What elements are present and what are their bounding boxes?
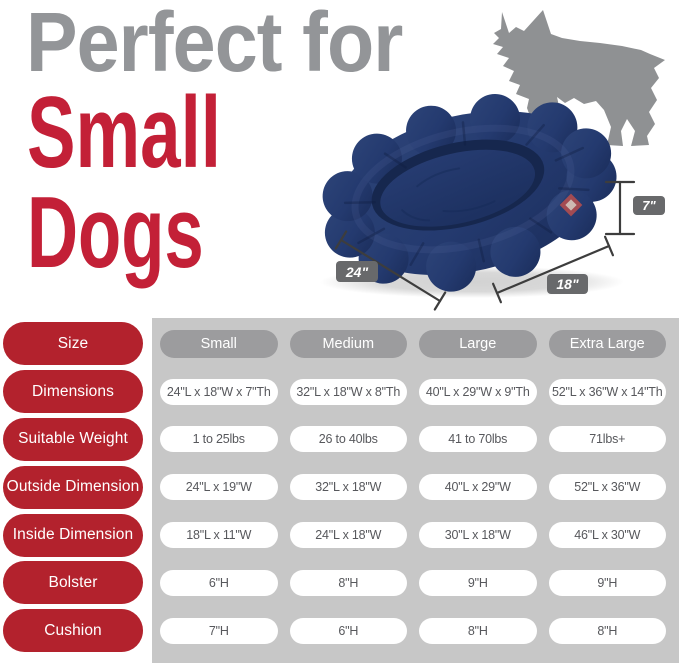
dimension-label-18in: 18" <box>547 274 588 294</box>
row-label-size: Size <box>3 322 143 366</box>
cell-outside-small: 24"L x 19"W <box>160 474 278 501</box>
cell-weight-medium: 26 to 40lbs <box>289 426 407 453</box>
row-label-bolster: Bolster <box>3 561 143 605</box>
size-table-row-labels: Size Dimensions Suitable Weight Outside … <box>3 320 143 655</box>
column-header-large: Large <box>419 329 537 358</box>
cell-weight-large: 41 to 70lbs <box>419 426 537 453</box>
row-label-inside-dimension: Inside Dimension <box>3 513 143 557</box>
dimension-label-24in: 24" <box>336 261 378 282</box>
title-small: Small <box>27 77 222 189</box>
cell-outside-medium: 32"L x 18"W <box>289 474 407 501</box>
title-perfect-for: Perfect for <box>26 0 403 89</box>
cell-bolster-extra-large: 9"H <box>548 569 666 596</box>
cell-cushion-extra-large: 8"H <box>548 617 666 644</box>
dog-bed-illustration <box>322 94 617 292</box>
cell-dimensions-small: 24"L x 18"W x 7"Th <box>160 378 278 405</box>
cell-inside-large: 30"L x 18"W <box>419 522 537 549</box>
cell-bolster-medium: 8"H <box>289 569 407 596</box>
cell-dimensions-large: 40"L x 29"W x 9"Th <box>419 378 537 405</box>
row-label-dimensions: Dimensions <box>3 370 143 414</box>
cell-inside-medium: 24"L x 18"W <box>289 522 407 549</box>
title-dogs: Dogs <box>27 177 204 289</box>
cell-weight-small: 1 to 25lbs <box>160 426 278 453</box>
column-header-medium: Medium <box>289 329 407 358</box>
cell-cushion-large: 8"H <box>419 617 537 644</box>
row-label-suitable-weight: Suitable Weight <box>3 417 143 461</box>
cell-outside-large: 40"L x 29"W <box>419 474 537 501</box>
row-label-cushion: Cushion <box>3 609 143 653</box>
dimension-line-7 <box>604 180 636 236</box>
cell-outside-extra-large: 52"L x 36"W <box>548 474 666 501</box>
column-header-small: Small <box>160 329 278 358</box>
cell-dimensions-extra-large: 52"L x 36"W x 14"Th <box>548 378 666 405</box>
dimension-label-7in: 7" <box>633 196 665 215</box>
row-label-outside-dimension: Outside Dimension <box>3 465 143 509</box>
cell-cushion-medium: 6"H <box>289 617 407 644</box>
cell-bolster-small: 6"H <box>160 569 278 596</box>
column-header-extra-large: Extra Large <box>548 329 666 358</box>
cell-inside-extra-large: 46"L x 30"W <box>548 522 666 549</box>
dimension-line-18 <box>492 235 615 304</box>
size-table: Small Medium Large Extra Large 24"L x 18… <box>152 320 679 655</box>
cell-cushion-small: 7"H <box>160 617 278 644</box>
cell-inside-small: 18"L x 11"W <box>160 522 278 549</box>
cell-bolster-large: 9"H <box>419 569 537 596</box>
dimension-line-24 <box>334 230 447 311</box>
cell-weight-extra-large: 71lbs+ <box>548 426 666 453</box>
cell-dimensions-medium: 32"L x 18"W x 8"Th <box>289 378 407 405</box>
